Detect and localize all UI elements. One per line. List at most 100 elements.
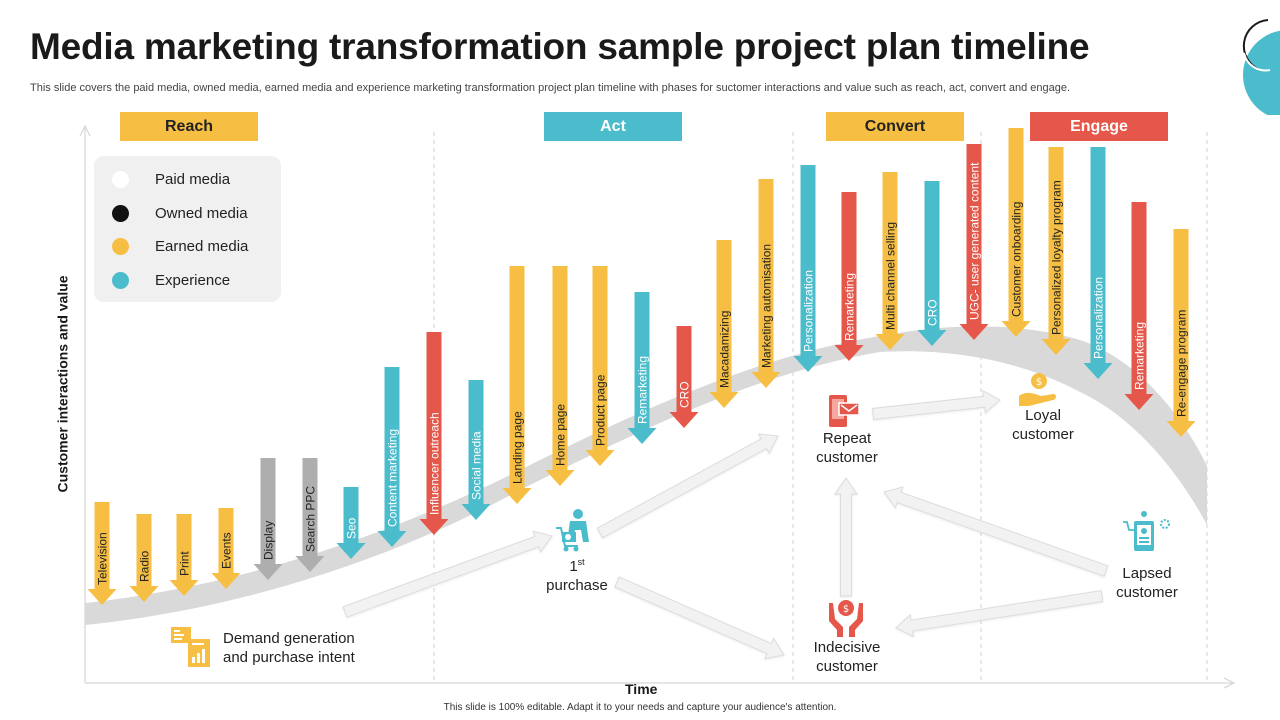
flow-arrow <box>342 530 553 618</box>
tactic-arrow-shape <box>959 144 989 340</box>
tactic-arrow-shape <box>1083 147 1113 379</box>
tactic-arrow: Personalized loyalty program <box>1041 147 1071 355</box>
node-indecisive-customer: Indecisive customer <box>802 638 892 676</box>
tactic-arrow: Product page <box>585 266 615 466</box>
flow-arrow <box>883 486 1109 577</box>
legend-label: Paid media <box>155 170 231 188</box>
node-label-line: customer <box>1012 426 1074 443</box>
tactic-arrow-label: Content marketing <box>386 429 400 527</box>
lapsed-customer-icon <box>1123 511 1170 551</box>
tactic-arrow-label: Television <box>96 532 110 585</box>
tactic-arrow: CRO <box>669 326 699 428</box>
tactic-arrow-label: Macadamizing <box>718 311 732 388</box>
phase-header-reach: Reach <box>120 112 258 141</box>
tactic-arrow-shape <box>917 181 947 346</box>
y-axis-arrowhead-icon <box>79 124 91 137</box>
tactic-arrow: Seo <box>336 487 366 559</box>
node-label-line: 1st <box>536 553 618 576</box>
tactic-arrow-label: Marketing automisation <box>760 244 774 368</box>
node-label-line: Demand generation <box>223 630 355 647</box>
node-label-line: Repeat <box>822 430 872 447</box>
node-label-line: Indecisive <box>813 639 881 656</box>
legend-item-earned-media: Earned media <box>112 236 248 256</box>
page-subtitle: This slide covers the paid media, owned … <box>30 82 1071 94</box>
tactic-arrow-label: Display <box>262 521 276 560</box>
repeat-customer-icon <box>829 395 860 427</box>
node-label-line: Lapsed <box>1122 565 1172 582</box>
tactic-arrow: Radio <box>129 514 159 602</box>
node-label-line: Loyal <box>1025 407 1061 424</box>
tactic-arrow: Remarketing <box>627 292 657 444</box>
tactic-arrows: Television Radio Print Events Display Search … <box>87 128 1196 605</box>
y-axis-label: Customer interactions and value <box>54 275 71 493</box>
svg-text:$: $ <box>843 604 849 615</box>
tactic-arrow: Multi channel selling <box>875 172 905 350</box>
corner-decoration-icon <box>1242 19 1280 115</box>
phase-header-convert: Convert <box>826 112 964 141</box>
node-label-line: customer <box>1116 584 1178 601</box>
tactic-arrow: Personalization <box>793 165 823 372</box>
tactic-arrow-label: Landing page <box>511 411 525 484</box>
legend-label: Experience <box>155 271 231 289</box>
tactic-arrow-shape <box>169 514 199 596</box>
tactic-arrow-shape <box>1001 128 1031 337</box>
flow-arrow <box>895 590 1104 638</box>
phase-header-act: Act <box>544 112 682 141</box>
page-title: Media marketing transformation sample pr… <box>30 26 1090 67</box>
tactic-arrow-shape <box>502 266 532 504</box>
tactic-arrow-shape <box>709 240 739 408</box>
tactic-arrow-label: Print <box>178 551 192 576</box>
x-axis-label: Time <box>625 681 658 697</box>
tactic-arrow-shape <box>419 332 449 535</box>
tactic-arrow: Customer onboarding <box>1001 128 1031 337</box>
experience-dot-icon <box>112 271 129 289</box>
tactic-arrow-label: Search PPC <box>304 486 318 552</box>
tactic-arrow: Remarketing <box>834 192 864 361</box>
flow-arrow <box>834 477 858 597</box>
tactic-arrow-label: Influencer outreach <box>428 412 442 515</box>
earned-media-dot-icon <box>112 237 129 255</box>
ordinal-number: 1 <box>569 558 578 575</box>
tactic-arrow-label: UGC- user generated content <box>968 162 982 320</box>
tactic-arrow-label: Personalization <box>1092 277 1106 359</box>
node-label-line: and purchase intent <box>223 649 355 666</box>
tactic-arrow-label: Personalized loyalty program <box>1050 180 1064 335</box>
phase-header-engage: Engage <box>1030 112 1168 141</box>
tactic-arrow-label: Radio <box>138 550 152 582</box>
tactic-arrow-shape <box>545 266 575 486</box>
tactic-arrow-shape <box>336 487 366 559</box>
tactic-arrow-shape <box>295 458 325 572</box>
legend-item-experience: Experience <box>112 270 230 290</box>
page-footer: This slide is 100% editable. Adapt it to… <box>443 702 837 713</box>
tactic-arrow-label: Home page <box>554 404 568 466</box>
owned-media-dot-icon <box>112 204 129 222</box>
tactic-arrow-shape <box>461 380 491 520</box>
shopping-cart-icon <box>556 509 589 552</box>
tactic-arrow: Search PPC <box>295 458 325 572</box>
tactic-arrow-label: Customer onboarding <box>1010 202 1024 317</box>
legend-item-paid-media: Paid media <box>112 169 230 189</box>
legend: Paid media Owned media Earned media Expe… <box>94 156 281 302</box>
flow-arrow <box>614 576 785 660</box>
flow-arrow <box>596 433 779 539</box>
tactic-arrow-shape <box>87 502 117 605</box>
tactic-arrow-shape <box>669 326 699 428</box>
loyal-customer-icon: $ <box>1019 373 1056 406</box>
paid-media-dot-icon <box>112 170 129 188</box>
tactic-arrow: Remarketing <box>1124 202 1154 410</box>
tactic-arrow-shape <box>627 292 657 444</box>
x-axis-arrowhead-icon <box>1223 677 1236 689</box>
tactic-arrow: Display <box>253 458 283 580</box>
tactic-arrow-label: Re-engage program <box>1175 310 1189 417</box>
tactic-arrow-label: Social media <box>470 431 484 500</box>
legend-label: Owned media <box>155 204 248 222</box>
tactic-arrow-label: Remarketing <box>1133 322 1147 390</box>
node-demand-generation: Demand generation and purchase intent <box>223 629 355 667</box>
tactic-arrow: Content marketing <box>377 367 407 547</box>
tactic-arrow-label: CRO <box>678 381 692 408</box>
legend-label: Earned media <box>155 237 249 255</box>
tactic-arrow: Events <box>211 508 241 589</box>
tactic-arrow-label: CRO <box>926 299 940 326</box>
indecisive-customer-icon: $ <box>829 600 863 637</box>
node-label-line: customer <box>816 449 878 466</box>
